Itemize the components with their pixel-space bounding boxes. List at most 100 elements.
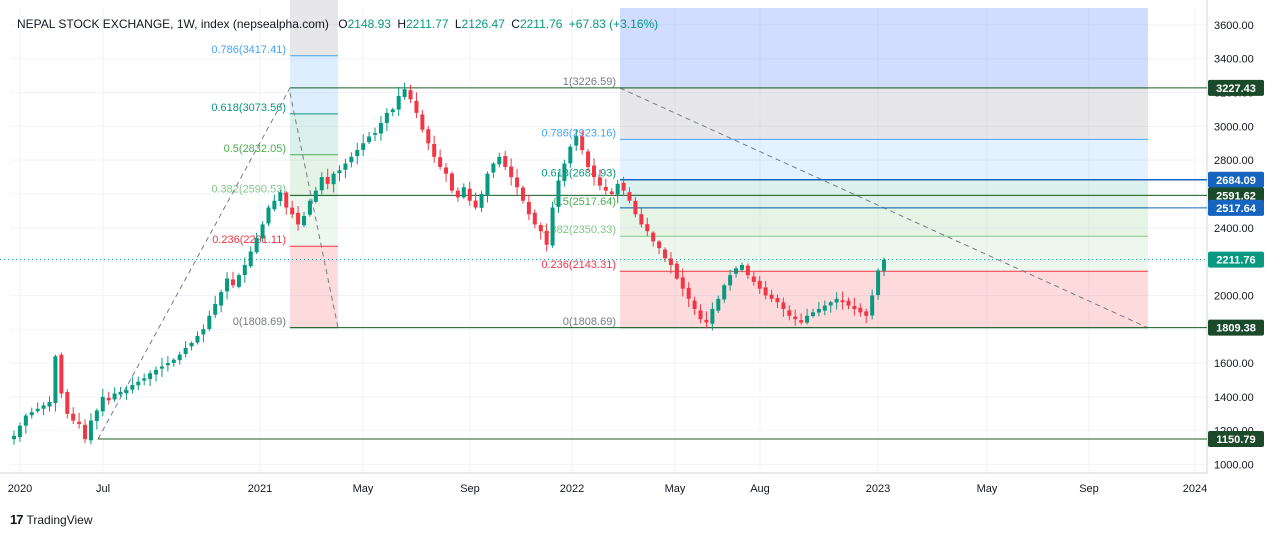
candle-up [195, 331, 200, 345]
candle-up [716, 295, 721, 313]
candle-up [870, 289, 875, 320]
fib-right-level-label: 1(3226.59) [563, 76, 616, 88]
x-tick-label: 2023 [866, 483, 890, 495]
candle-body [544, 230, 549, 245]
symbol-title: NEPAL STOCK EXCHANGE, 1W, index (nepseal… [17, 17, 329, 31]
candle-body [680, 277, 685, 289]
candle-up [367, 131, 372, 145]
candle-up [734, 266, 739, 278]
candle-body [692, 300, 697, 309]
fib-left-level-label: 0.382(2590.53) [211, 184, 286, 196]
candle-body [852, 305, 857, 309]
candle-body [302, 215, 306, 226]
candle-up [254, 232, 259, 255]
candle-body [609, 191, 614, 194]
candle-up [390, 107, 395, 117]
candle-body [651, 232, 656, 242]
candle-down [775, 294, 780, 309]
candle-body [260, 224, 265, 239]
candle-body [739, 265, 744, 270]
candle-body [621, 182, 626, 191]
candle-up [384, 108, 389, 132]
fib-left-zone [290, 246, 338, 328]
candle-up [739, 262, 744, 273]
candle-body [278, 192, 283, 202]
candle-down [840, 291, 845, 310]
candle-body [201, 329, 206, 335]
candle-body [378, 122, 383, 134]
candle-down [864, 308, 869, 324]
candle-body [663, 249, 668, 259]
fib-right-level-label: 0(1808.69) [563, 316, 616, 328]
candle-down [657, 240, 662, 255]
candle-up [378, 115, 383, 141]
fib-right-zone-top [620, 8, 1148, 89]
candle-down [290, 200, 295, 219]
candle-body [444, 167, 449, 174]
candle-body [272, 200, 277, 210]
fib-left-level-label: 0(1808.69) [233, 316, 286, 328]
candle-up [94, 408, 99, 430]
candle-down [686, 282, 691, 308]
candle-up [728, 269, 733, 291]
candle-body [384, 112, 389, 123]
candle-body [319, 177, 324, 191]
candle-body [864, 311, 869, 316]
candle-up [183, 340, 188, 358]
candle-up [355, 142, 360, 165]
candle-body [296, 212, 301, 225]
candle-down [633, 197, 638, 218]
candle-body [337, 170, 342, 174]
candle-down [757, 276, 762, 294]
candle-body [41, 405, 46, 409]
candle-up [710, 302, 715, 331]
candle-body [467, 188, 472, 201]
candle-up [41, 402, 46, 416]
candle-body [47, 401, 52, 407]
candle-up [236, 273, 241, 289]
candle-body [183, 347, 188, 355]
candle-body [438, 157, 443, 167]
candle-up [882, 257, 886, 277]
candle-body [858, 307, 863, 313]
candle-body [568, 146, 573, 164]
candle-down [438, 149, 443, 170]
candle-up [248, 246, 253, 268]
candle-body [497, 156, 502, 165]
candle-up [272, 194, 277, 212]
candle-body [112, 393, 117, 400]
candle-body [515, 177, 520, 188]
candle-body [230, 279, 235, 286]
candle-up [266, 205, 271, 227]
candle-body [390, 109, 395, 113]
candle-body [503, 156, 508, 167]
candle-body [686, 287, 691, 299]
candle-down [609, 188, 614, 196]
candle-body [603, 186, 608, 191]
candle-body [118, 391, 123, 395]
candle-down [639, 208, 644, 228]
candle-body [402, 89, 407, 98]
candle-down [509, 158, 514, 186]
tradingview-branding[interactable]: 17 TradingView [10, 512, 93, 527]
candle-up [177, 351, 182, 365]
candle-body [722, 285, 727, 300]
candle-down [592, 158, 596, 186]
candle-body [284, 192, 289, 208]
candle-up [361, 134, 366, 157]
candle-up [307, 198, 312, 217]
candle-up [302, 211, 306, 228]
candle-down [544, 223, 549, 252]
x-tick-label: May [665, 483, 686, 495]
fib-right-level-label: 0.382(2350.33) [541, 224, 616, 236]
candle-down [520, 185, 525, 204]
candle-body [698, 310, 703, 320]
candle-up [349, 152, 354, 168]
fib-right-level-label: 0.786(2923.16) [541, 127, 616, 139]
candle-body [473, 200, 478, 208]
candle-down [526, 195, 531, 221]
candle-body [876, 270, 881, 296]
candle-body [195, 336, 200, 343]
